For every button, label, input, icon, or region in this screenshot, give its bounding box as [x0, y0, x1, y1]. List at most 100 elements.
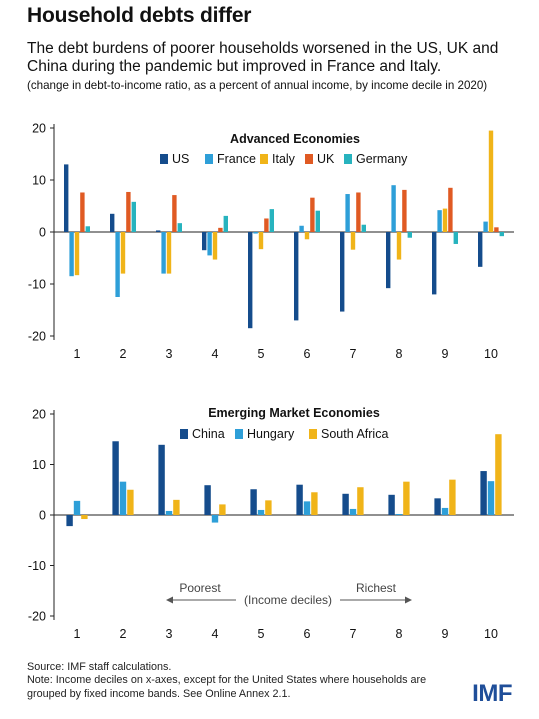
- y-tick-label: -10: [28, 278, 46, 292]
- bar-france: [345, 194, 350, 232]
- chart-title: Emerging Market Economies: [208, 406, 380, 420]
- y-tick-label: -20: [28, 330, 46, 344]
- bar-germany: [499, 232, 504, 237]
- bar-germany: [85, 226, 90, 232]
- legend-label: China: [192, 427, 225, 441]
- bar-china: [342, 493, 349, 515]
- richest-label: Richest: [356, 581, 397, 595]
- bar-uk: [310, 197, 315, 232]
- x-tick-label: 4: [212, 627, 219, 640]
- legend-swatch: [235, 429, 243, 439]
- bar-hungary: [211, 515, 219, 523]
- bar-us: [478, 232, 483, 267]
- bar-italy: [442, 208, 448, 232]
- bar-hungary: [303, 501, 311, 515]
- y-tick-label: -20: [28, 610, 46, 624]
- bar-germany: [315, 210, 320, 232]
- bar-us: [294, 232, 299, 321]
- bar-uk: [264, 218, 269, 232]
- legend-swatch: [205, 154, 213, 164]
- footer: Source: IMF staff calculations. Note: In…: [27, 661, 447, 701]
- bar-hungary: [487, 481, 495, 515]
- bar-us: [156, 230, 161, 232]
- bar-south-africa: [173, 499, 180, 515]
- bar-south-africa: [127, 489, 134, 515]
- bar-china: [204, 485, 211, 515]
- source-note: Source: IMF staff calculations.: [27, 661, 172, 673]
- x-tick-label: 9: [442, 347, 449, 361]
- bar-hungary: [395, 513, 403, 515]
- bar-france: [391, 185, 396, 232]
- x-tick-label: 9: [442, 627, 449, 640]
- bar-us: [248, 232, 253, 329]
- bar-hungary: [441, 507, 449, 515]
- bar-south-africa: [219, 504, 226, 515]
- x-tick-label: 10: [484, 347, 498, 361]
- x-tick-label: 5: [258, 627, 265, 640]
- y-tick-label: -10: [28, 559, 46, 573]
- bar-us: [110, 213, 115, 232]
- y-tick-label: 0: [39, 226, 46, 240]
- legend-label: UK: [317, 152, 335, 166]
- bar-france: [483, 221, 488, 232]
- bar-south-africa: [449, 479, 456, 515]
- page-subtitle: The debt burdens of poorer households wo…: [27, 40, 499, 75]
- x-tick-label: 2: [120, 347, 127, 361]
- x-tick-label: 3: [166, 347, 173, 361]
- bar-france: [207, 232, 212, 256]
- bar-china: [434, 498, 441, 515]
- bar-france: [115, 232, 120, 297]
- bar-italy: [212, 232, 218, 260]
- bar-italy: [396, 232, 402, 260]
- bar-china: [296, 484, 303, 515]
- bar-uk: [80, 192, 85, 232]
- bar-germany: [361, 224, 366, 232]
- x-tick-label: 1: [74, 347, 81, 361]
- x-tick-label: 7: [350, 347, 357, 361]
- legend-swatch: [305, 154, 313, 164]
- bar-hungary: [349, 508, 357, 515]
- bar-germany: [223, 215, 228, 232]
- bar-south-africa: [81, 515, 88, 520]
- bar-france: [437, 210, 442, 232]
- bar-china: [250, 489, 257, 515]
- legend-label: Germany: [356, 152, 408, 166]
- x-tick-label: 2: [120, 627, 127, 640]
- bar-uk: [448, 187, 453, 232]
- bar-italy: [74, 232, 80, 276]
- x-tick-label: 7: [350, 627, 357, 640]
- bar-us: [340, 232, 345, 312]
- legend-swatch: [344, 154, 352, 164]
- x-tick-label: 8: [396, 627, 403, 640]
- bar-italy: [488, 130, 494, 232]
- page-title: Household debts differ: [27, 4, 252, 27]
- legend-label: South Africa: [321, 427, 388, 441]
- legend-label: US: [172, 152, 189, 166]
- legend-swatch: [160, 154, 168, 164]
- bar-italy: [258, 232, 264, 250]
- bar-china: [480, 471, 487, 515]
- bar-hungary: [119, 481, 127, 515]
- units-note: (change in debt-to-income ratio, as a pe…: [27, 79, 488, 92]
- bar-hungary: [73, 500, 81, 515]
- bar-france: [253, 232, 258, 234]
- x-tick-label: 10: [484, 627, 498, 640]
- x-tick-label: 3: [166, 627, 173, 640]
- x-tick-label: 6: [304, 347, 311, 361]
- imf-logo: IMF: [472, 680, 512, 707]
- bar-uk: [402, 189, 407, 232]
- emerging-economies-chart: 20 10 0 -10 -20 1 2 3 4 5 6 7 8 9 10 Emerging Market Ec…: [28, 406, 514, 640]
- bar-south-africa: [357, 487, 364, 515]
- y-tick-label: 10: [32, 174, 46, 188]
- x-tick-label: 8: [396, 347, 403, 361]
- y-tick-label: 10: [32, 458, 46, 472]
- x-tick-label: 1: [74, 627, 81, 640]
- legend-swatch: [309, 429, 317, 439]
- bar-uk: [218, 227, 223, 232]
- bar-us: [432, 232, 437, 295]
- y-tick-label: 20: [32, 122, 46, 136]
- x-tick-label: 5: [258, 347, 265, 361]
- legend-swatch: [180, 429, 188, 439]
- bar-germany: [131, 201, 136, 232]
- bar-france: [69, 232, 74, 277]
